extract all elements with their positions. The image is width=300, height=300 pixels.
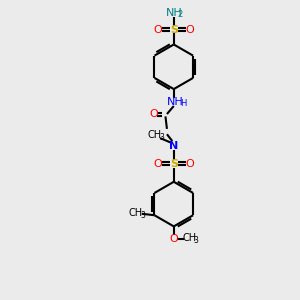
Text: O: O: [150, 109, 158, 119]
Text: O: O: [154, 25, 162, 34]
Text: 3: 3: [140, 211, 145, 220]
Text: H: H: [180, 99, 187, 108]
Text: CH: CH: [182, 233, 196, 243]
Text: O: O: [154, 159, 162, 169]
Text: NH: NH: [167, 97, 184, 106]
Text: NH: NH: [165, 8, 182, 18]
Text: CH: CH: [129, 208, 143, 218]
Text: 3: 3: [194, 236, 199, 245]
Text: 2: 2: [178, 10, 183, 19]
Text: N: N: [169, 140, 178, 151]
Text: S: S: [170, 159, 178, 169]
Text: O: O: [185, 25, 194, 34]
Text: 3: 3: [160, 133, 164, 142]
Text: O: O: [169, 234, 178, 244]
Text: S: S: [170, 25, 178, 34]
Text: O: O: [185, 159, 194, 169]
Text: CH: CH: [148, 130, 162, 140]
